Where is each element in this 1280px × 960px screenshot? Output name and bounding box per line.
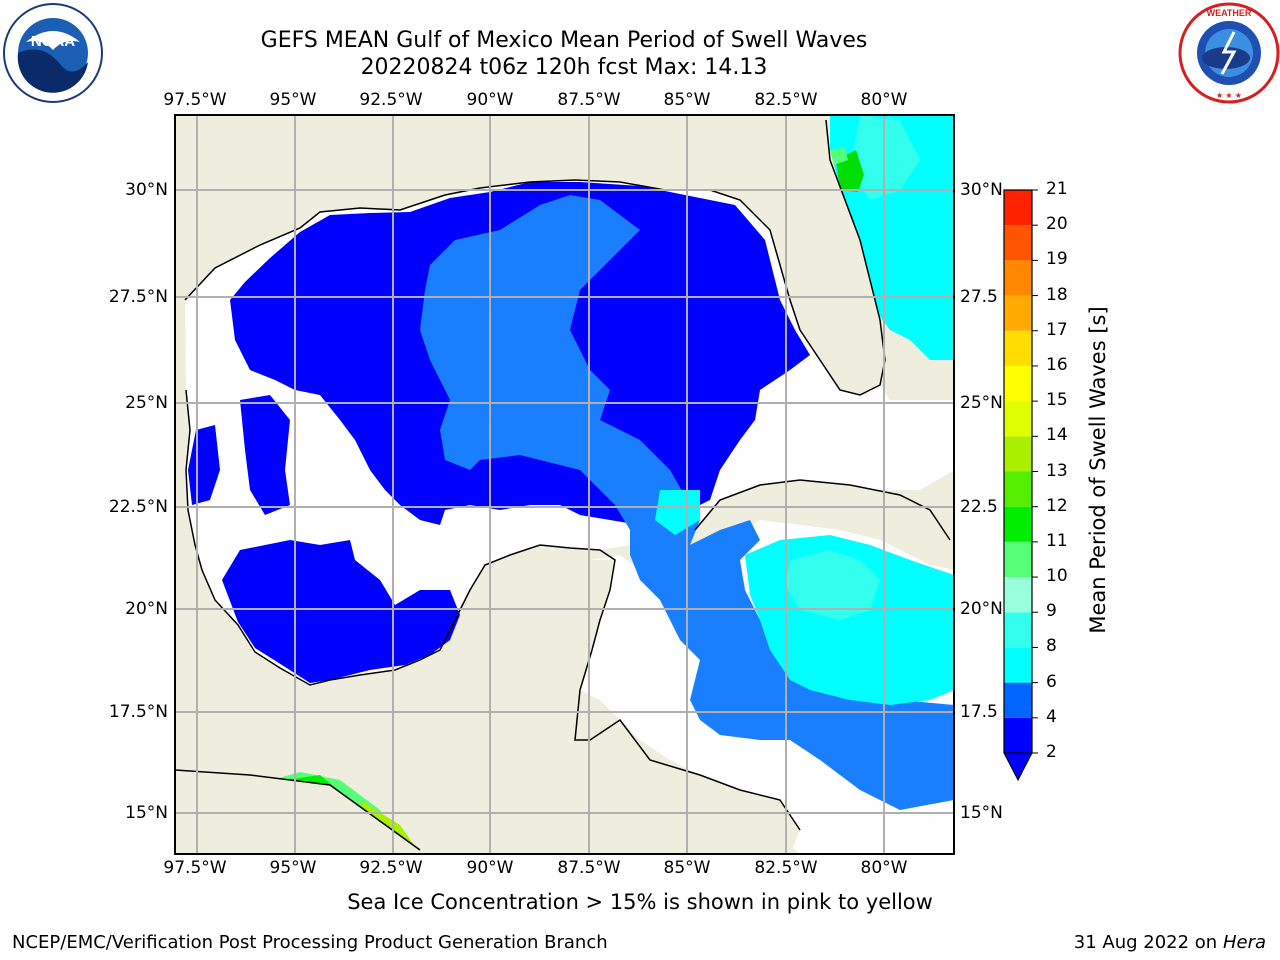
lat-tick-left: 22.5°N: [108, 497, 168, 517]
colorbar-tick-label: 6: [1046, 671, 1057, 692]
colorbar-tick-label: 21: [1046, 179, 1068, 199]
lat-tick-left: 15°N: [125, 803, 168, 823]
yucatan-land: [555, 560, 615, 740]
lat-tick-right: 20°N: [960, 599, 1003, 619]
colorbar-tick-label: 2: [1046, 742, 1057, 762]
svg-text:NOAA: NOAA: [31, 33, 75, 50]
colorbar-segment: [1004, 682, 1032, 718]
lon-tick-top: 92.5°W: [359, 90, 423, 110]
colorbar-segment: [1004, 260, 1032, 296]
lon-tick-top: 97.5°W: [163, 90, 227, 110]
lat-tick-right: 22.5: [960, 497, 998, 517]
colorbar-segment: [1004, 365, 1032, 402]
lon-tick-bottom: 87.5°W: [557, 858, 621, 878]
svg-text:★ ★ ★: ★ ★ ★: [1216, 91, 1242, 100]
colorbar-tick-label: 18: [1046, 284, 1068, 305]
lon-tick-bottom: 95°W: [269, 858, 317, 878]
colorbar-segment: [1004, 506, 1032, 542]
lon-tick-top: 87.5°W: [557, 90, 621, 110]
colorbar-tick-label: 4: [1046, 706, 1057, 727]
lon-tick-top: 85°W: [663, 90, 711, 110]
colorbar-segment: [1004, 295, 1032, 331]
lon-tick-bottom: 80°W: [860, 858, 908, 878]
colorbar-segment: [1004, 401, 1032, 437]
colorbar-segment: [1004, 717, 1032, 753]
lat-tick-right: 25°N: [960, 393, 1003, 413]
cuba-land: [695, 480, 954, 570]
colorbar-extend-arrow: [1003, 752, 1033, 782]
lat-tick-left: 30°N: [125, 180, 168, 200]
chart-title: GEFS MEAN Gulf of Mexico Mean Period of …: [260, 28, 868, 53]
colorbar-segment: [1004, 190, 1032, 226]
lat-tick-right: 27.5: [960, 287, 998, 307]
colorbar: [1003, 189, 1038, 782]
colorbar-segment: [1004, 225, 1032, 261]
colorbar-tick-label: 13: [1046, 460, 1068, 481]
lat-tick-right: 17.5: [960, 702, 998, 722]
colorbar-segment: [1004, 471, 1032, 507]
lon-tick-bottom: 97.5°W: [163, 858, 227, 878]
lon-tick-bottom: 90°W: [466, 858, 514, 878]
svg-text:WEATHER: WEATHER: [1207, 8, 1252, 18]
colorbar-tick-label: 20: [1046, 214, 1068, 235]
colorbar-tick-label: 8: [1046, 636, 1057, 657]
lat-tick-left: 17.5°N: [108, 702, 168, 722]
lat-tick-left: 27.5°N: [108, 287, 168, 307]
colorbar-segments: [1004, 190, 1032, 753]
lon-tick-top: 82.5°W: [754, 90, 818, 110]
colorbar-segment: [1004, 577, 1032, 613]
sea-ice-note: Sea Ice Concentration > 15% is shown in …: [347, 890, 933, 914]
footer-date-text: 31 Aug 2022 on: [1073, 932, 1218, 953]
lon-tick-top: 95°W: [269, 90, 317, 110]
lon-tick-top: 80°W: [860, 90, 908, 110]
lon-tick-bottom: 92.5°W: [359, 858, 423, 878]
lat-tick-right: 15°N: [960, 803, 1003, 823]
colorbar-tick-label: 16: [1046, 354, 1068, 375]
colorbar-tick-label: 15: [1046, 390, 1068, 411]
lon-tick-bottom: 85°W: [663, 858, 711, 878]
nws-logo: WEATHER ★ ★ ★: [1178, 2, 1280, 104]
lat-tick-left: 20°N: [125, 599, 168, 619]
colorbar-label: Mean Period of Swell Waves [s]: [1086, 306, 1110, 634]
florida-land: [770, 185, 885, 393]
colorbar-tick-label: 10: [1046, 566, 1068, 587]
colorbar-tick-label: 19: [1046, 249, 1068, 270]
colorbar-segment: [1004, 647, 1032, 683]
graticule: [175, 115, 954, 854]
colorbar-tick-label: 14: [1046, 425, 1068, 446]
lat-tick-right: 30°N: [960, 180, 1003, 200]
colorbar-tick-label: 17: [1046, 319, 1068, 340]
footer-host: Hera: [1222, 932, 1266, 953]
lat-tick-left: 25°N: [125, 393, 168, 413]
lon-tick-top: 90°W: [466, 90, 514, 110]
chart-subtitle: 20220824 t06z 120h fcst Max: 14.13: [360, 55, 768, 80]
colorbar-segment: [1004, 612, 1032, 648]
footer-credit: NCEP/EMC/Verification Post Processing Pr…: [12, 932, 608, 953]
noaa-logo: NOAA: [2, 2, 104, 104]
colorbar-tick-label: 11: [1046, 530, 1068, 551]
colorbar-segment: [1004, 541, 1032, 578]
colorbar-tick-label: 9: [1046, 601, 1057, 622]
colorbar-segment: [1004, 330, 1032, 366]
lon-tick-bottom: 82.5°W: [754, 858, 818, 878]
colorbar-segment: [1004, 436, 1032, 472]
map-frame: [174, 114, 955, 855]
colorbar-tick-label: 12: [1046, 495, 1068, 516]
footer-date: 31 Aug 2022 on Hera: [1074, 932, 1266, 953]
